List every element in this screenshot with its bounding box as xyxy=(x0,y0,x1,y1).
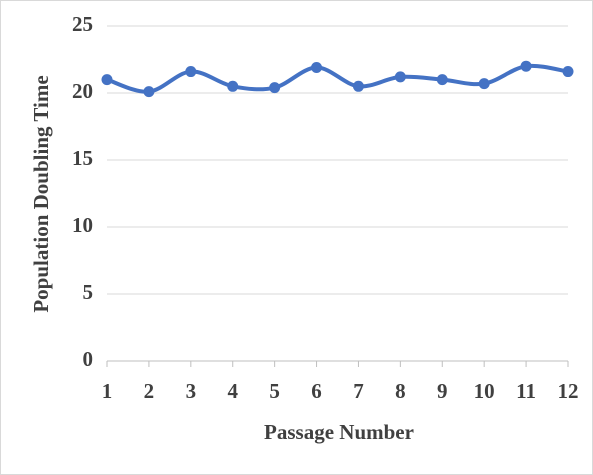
data-point xyxy=(520,60,532,72)
x-tick-label: 3 xyxy=(186,379,197,403)
x-tick-label: 5 xyxy=(269,379,280,403)
data-point xyxy=(436,74,448,86)
data-point xyxy=(101,74,113,86)
x-tick-label: 7 xyxy=(353,379,364,403)
x-tick-label: 9 xyxy=(437,379,448,403)
x-tick-label: 10 xyxy=(474,379,495,403)
data-point xyxy=(311,62,323,74)
y-tick-label: 15 xyxy=(72,146,93,170)
y-tick-label: 25 xyxy=(72,12,93,36)
data-point xyxy=(143,86,155,98)
data-point xyxy=(478,78,490,90)
data-point xyxy=(185,66,197,78)
x-tick-label: 2 xyxy=(144,379,155,403)
data-point xyxy=(562,66,574,78)
x-tick-label: 4 xyxy=(227,379,238,403)
data-point xyxy=(227,80,239,92)
x-tick-label: 12 xyxy=(558,379,579,403)
x-tick-label: 1 xyxy=(102,379,113,403)
y-tick-label: 20 xyxy=(72,79,93,103)
x-tick-label: 11 xyxy=(516,379,536,403)
x-tick-label: 6 xyxy=(311,379,322,403)
y-tick-label: 5 xyxy=(83,280,94,304)
y-tick-label: 10 xyxy=(72,213,93,237)
y-tick-label: 0 xyxy=(83,347,94,371)
y-axis-label: Population Doubling Time xyxy=(29,75,53,312)
data-point xyxy=(394,71,406,83)
data-point xyxy=(352,80,364,92)
data-point xyxy=(269,82,281,94)
x-axis-label: Passage Number xyxy=(264,420,414,444)
x-tick-label: 8 xyxy=(395,379,406,403)
